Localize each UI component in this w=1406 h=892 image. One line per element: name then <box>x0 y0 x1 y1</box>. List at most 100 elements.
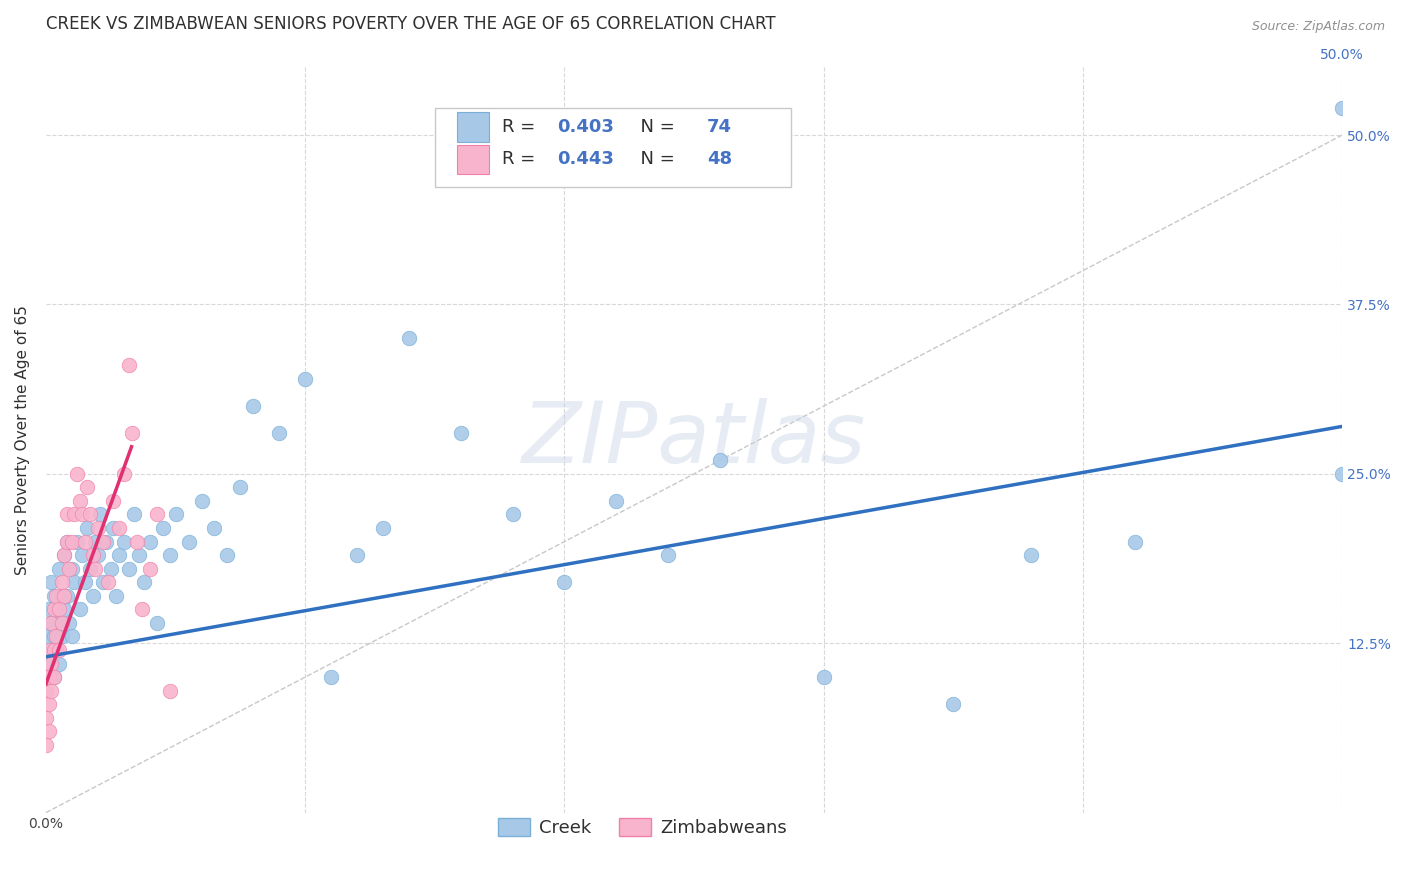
Point <box>42 670 65 684</box>
Point <box>42 670 65 684</box>
Point <box>38 657 60 671</box>
Point <box>112 534 135 549</box>
Point <box>121 426 143 441</box>
Point <box>42 629 65 643</box>
Point <box>51 575 73 590</box>
Point <box>38 602 60 616</box>
Point <box>39 615 62 630</box>
Point <box>84 562 107 576</box>
Point <box>1019 548 1042 562</box>
Point <box>76 521 98 535</box>
Point <box>553 575 575 590</box>
Point <box>118 562 141 576</box>
Point <box>97 575 120 590</box>
Point <box>138 534 160 549</box>
Point <box>122 508 145 522</box>
Point <box>89 508 111 522</box>
Point <box>294 372 316 386</box>
Point <box>58 562 80 576</box>
Point <box>450 426 472 441</box>
Y-axis label: Seniors Poverty Over the Age of 65: Seniors Poverty Over the Age of 65 <box>15 305 30 574</box>
Point <box>53 548 76 562</box>
Point <box>66 467 89 481</box>
FancyBboxPatch shape <box>434 108 792 186</box>
Point <box>942 697 965 711</box>
Point <box>76 480 98 494</box>
Point <box>58 615 80 630</box>
Text: N =: N = <box>630 118 681 136</box>
Point <box>134 575 156 590</box>
Point <box>128 548 150 562</box>
Point <box>53 589 76 603</box>
Point <box>69 494 91 508</box>
Text: N =: N = <box>630 151 681 169</box>
Point <box>146 615 169 630</box>
Point <box>45 643 67 657</box>
Point <box>53 602 76 616</box>
Point <box>51 629 73 643</box>
Point <box>657 548 679 562</box>
Point <box>35 683 58 698</box>
Point <box>104 589 127 603</box>
Point <box>42 602 65 616</box>
Point <box>48 643 70 657</box>
Point <box>229 480 252 494</box>
Point <box>321 670 343 684</box>
Point <box>51 615 73 630</box>
Point <box>107 521 129 535</box>
Point <box>269 426 291 441</box>
Point <box>42 589 65 603</box>
FancyBboxPatch shape <box>457 145 489 174</box>
Point <box>63 575 86 590</box>
Point <box>55 534 77 549</box>
Point <box>112 467 135 481</box>
Point <box>190 494 212 508</box>
Text: R =: R = <box>502 118 541 136</box>
Point <box>91 575 114 590</box>
Point <box>38 670 60 684</box>
Point <box>35 711 58 725</box>
Point <box>39 575 62 590</box>
Point <box>73 534 96 549</box>
Point <box>35 738 58 752</box>
Text: 0.403: 0.403 <box>557 118 613 136</box>
Point <box>91 534 114 549</box>
Point <box>87 521 110 535</box>
Point <box>72 508 94 522</box>
FancyBboxPatch shape <box>457 112 489 142</box>
Text: CREEK VS ZIMBABWEAN SENIORS POVERTY OVER THE AGE OF 65 CORRELATION CHART: CREEK VS ZIMBABWEAN SENIORS POVERTY OVER… <box>46 15 776 33</box>
Point <box>107 548 129 562</box>
Point <box>813 670 835 684</box>
Point <box>1331 467 1354 481</box>
Point <box>39 615 62 630</box>
Point <box>63 508 86 522</box>
Point <box>159 683 181 698</box>
Point <box>38 643 60 657</box>
Point <box>346 548 368 562</box>
Point <box>118 359 141 373</box>
Point <box>103 494 125 508</box>
Point <box>82 548 104 562</box>
Point <box>45 589 67 603</box>
Point <box>48 657 70 671</box>
Point <box>502 508 524 522</box>
Point <box>60 534 83 549</box>
Point <box>146 508 169 522</box>
Point <box>605 494 627 508</box>
Point <box>1331 101 1354 115</box>
Point <box>138 562 160 576</box>
Point <box>55 589 77 603</box>
Point <box>48 615 70 630</box>
Legend: Creek, Zimbabweans: Creek, Zimbabweans <box>491 811 794 845</box>
Point <box>73 575 96 590</box>
Point <box>72 548 94 562</box>
Point <box>131 602 153 616</box>
Point <box>371 521 394 535</box>
Text: Source: ZipAtlas.com: Source: ZipAtlas.com <box>1251 20 1385 33</box>
Point <box>79 562 101 576</box>
Point <box>87 548 110 562</box>
Point <box>42 643 65 657</box>
Point <box>204 521 226 535</box>
Point <box>60 629 83 643</box>
Point <box>82 589 104 603</box>
